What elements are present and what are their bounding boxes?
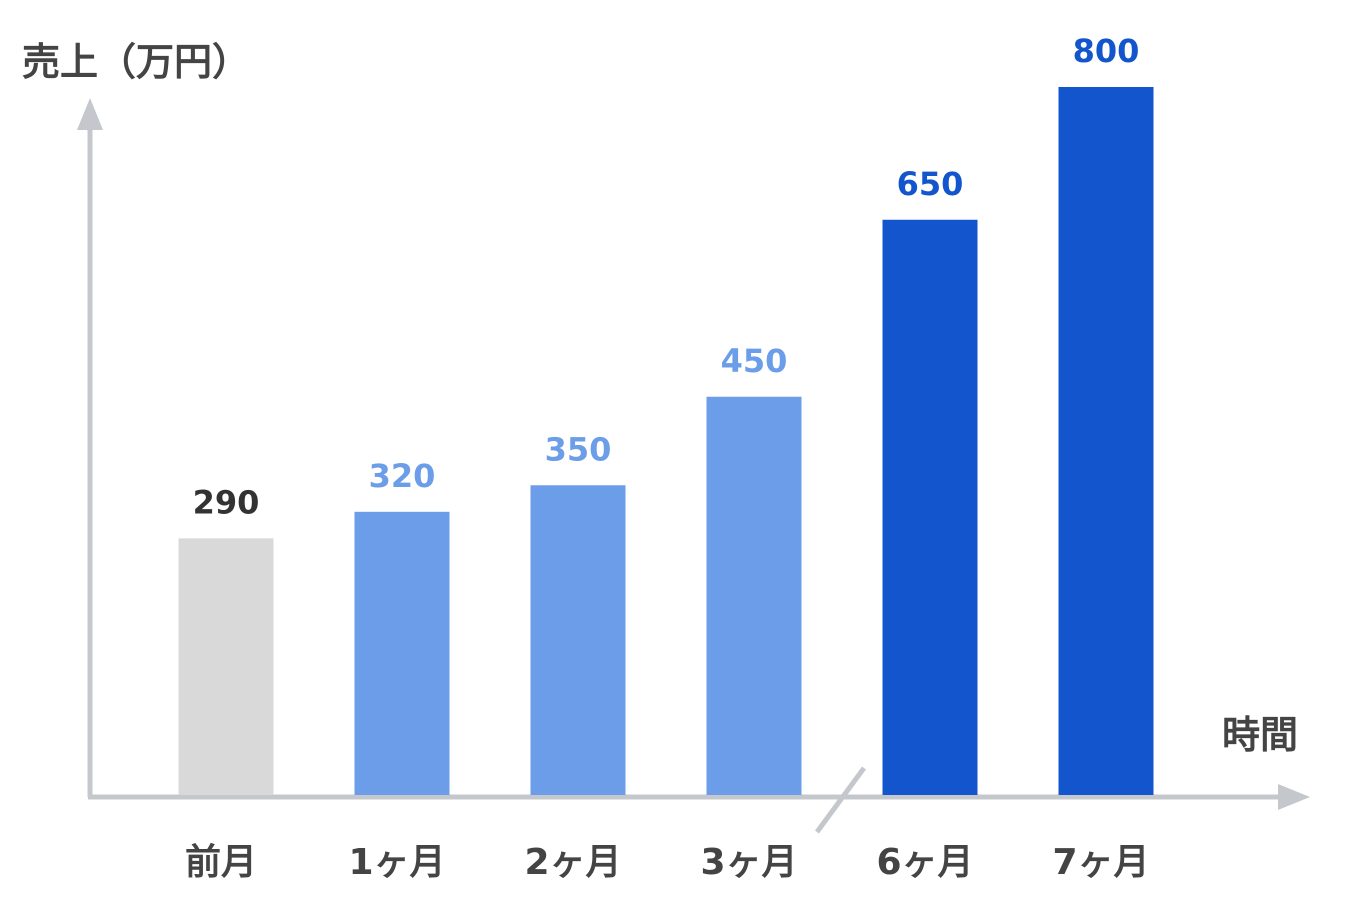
value-label-6: 800 [1073,32,1140,70]
y-axis-arrow [77,98,103,130]
x-axis-arrow [1278,784,1310,810]
tick-labels-group: 前月 1ヶ月 2ヶ月 3ヶ月 6ヶ月 7ヶ月 [185,842,1150,883]
axis-break-mark [814,766,867,834]
y-axis-label: 売上（万円） [22,40,250,84]
tick-label-1: 前月 [185,842,257,883]
bar-3 [530,485,626,795]
value-label-5: 650 [897,165,964,203]
value-label-3: 350 [545,430,612,468]
value-label-2: 320 [369,457,436,495]
tick-label-2: 1ヶ月 [348,842,445,883]
x-axis-label: 時間 [1222,713,1298,757]
value-label-4: 450 [721,342,788,380]
tick-label-6: 7ヶ月 [1052,842,1149,883]
bars-group [178,87,1154,795]
tick-label-3: 2ヶ月 [524,842,621,883]
bar-6 [1058,87,1154,795]
bar-1 [178,538,274,795]
bar-2 [354,511,450,795]
value-labels-group: 290 320 350 450 650 800 [193,32,1140,521]
bar-4 [706,396,802,795]
tick-label-4: 3ヶ月 [700,842,797,883]
value-label-1: 290 [193,483,260,521]
tick-label-5: 6ヶ月 [876,842,973,883]
bar-5 [882,219,978,795]
